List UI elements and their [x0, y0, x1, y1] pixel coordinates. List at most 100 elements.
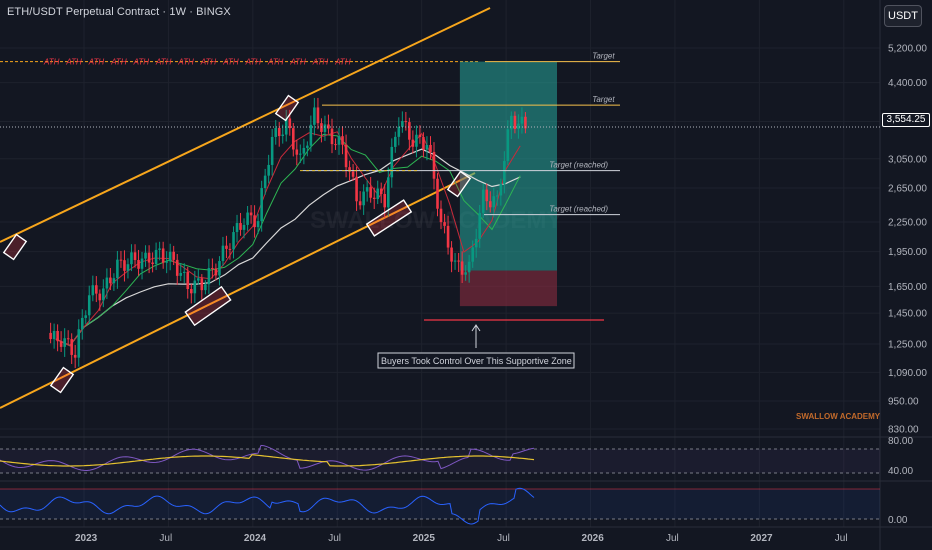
ath-label: ATH	[43, 58, 60, 67]
candle-body	[242, 224, 246, 230]
candle-body	[137, 260, 140, 269]
candle-body	[492, 196, 496, 208]
candle-body	[299, 153, 302, 155]
touch-highlight-box	[184, 285, 232, 327]
candle-body	[197, 278, 200, 281]
touch-highlight-box	[49, 366, 75, 394]
candle-body	[225, 245, 228, 249]
target-label: Target (reached)	[549, 205, 608, 214]
candle-body	[471, 247, 475, 262]
candle-body	[334, 144, 337, 146]
candle-body	[204, 284, 207, 291]
candle-body	[302, 147, 306, 154]
candle-body	[77, 329, 81, 358]
candle-body	[330, 128, 334, 145]
candle-body	[207, 268, 211, 285]
touch-highlight-box	[274, 94, 300, 122]
ath-label: ATH	[177, 58, 194, 67]
candle-body	[457, 260, 460, 262]
currency-button[interactable]: USDT	[884, 5, 922, 27]
symbol-title: ETH/USDT Perpetual Contract · 1W · BINGX	[7, 6, 231, 18]
rsi-signal-line	[0, 454, 535, 467]
candle-body	[292, 128, 295, 150]
candle-body	[221, 245, 225, 262]
candle-body	[232, 232, 235, 250]
candle-body	[415, 134, 418, 147]
candle-body	[510, 115, 513, 130]
annotation-text: Buyers Took Control Over This Supportive…	[381, 356, 572, 366]
candle-body	[524, 116, 527, 129]
ath-label: ATH	[110, 58, 127, 67]
candle-body	[408, 122, 411, 140]
time-axis-label: 2026	[582, 533, 605, 544]
candle-body	[253, 215, 256, 228]
time-axis-label: 2024	[244, 533, 267, 544]
candle-body	[341, 136, 344, 145]
candle-body	[485, 189, 489, 202]
candle-body	[277, 127, 281, 137]
candle-body	[186, 271, 190, 290]
candle-body	[436, 178, 439, 209]
candle-body	[193, 280, 197, 294]
candle-body	[390, 146, 394, 178]
candle-body	[165, 261, 168, 263]
price-axis-label: 950.00	[888, 396, 919, 407]
candle-body	[175, 259, 179, 276]
candle-body	[313, 107, 316, 125]
candle-body	[362, 191, 365, 206]
rsi-band	[0, 449, 880, 473]
annotation-box	[377, 352, 575, 369]
candle-body	[478, 212, 482, 239]
candle-body	[235, 223, 239, 233]
candle-body	[488, 201, 492, 208]
price-axis-label: 1,950.00	[888, 247, 927, 258]
candle-body	[274, 127, 278, 137]
candle-body	[323, 124, 327, 132]
candle-body	[80, 317, 84, 330]
candle-body	[422, 137, 425, 150]
candle-body	[446, 225, 450, 248]
candle-body	[246, 212, 249, 225]
candle-body	[105, 277, 109, 289]
ath-label: ATH	[65, 58, 82, 67]
time-axis-label: 2025	[413, 533, 436, 544]
candle-body	[126, 264, 130, 271]
candle-body	[499, 183, 503, 196]
candle-body	[453, 260, 457, 262]
candle-body	[358, 201, 362, 206]
candle-body	[432, 151, 436, 179]
candle-body	[144, 252, 147, 259]
candle-body	[517, 123, 520, 129]
time-axis-label: Jul	[328, 533, 341, 544]
candle-body	[327, 124, 330, 129]
ath-label: ATH	[88, 58, 105, 67]
candle-body	[218, 261, 221, 276]
candle-body	[133, 252, 137, 261]
candle-body	[393, 136, 397, 147]
candle-body	[190, 289, 193, 294]
candle-body	[158, 248, 161, 250]
rsi-axis-label: 40.00	[888, 466, 913, 477]
price-axis-label: 1,250.00	[888, 339, 927, 350]
candle-body	[179, 272, 183, 276]
candle-body	[182, 271, 186, 273]
candle-body	[52, 330, 56, 340]
candle-body	[348, 167, 351, 172]
candle-body	[404, 121, 408, 123]
candle-body	[200, 278, 204, 291]
target-label: Target (reached)	[549, 161, 608, 170]
candle-body	[263, 175, 267, 189]
candle-body	[344, 144, 348, 168]
candle-body	[87, 295, 91, 316]
candle-body	[309, 124, 313, 146]
rsi-line	[0, 444, 535, 472]
candle-body	[355, 176, 358, 202]
candle-body	[102, 288, 105, 301]
candle-body	[401, 121, 404, 127]
annotation-arrow-head	[471, 324, 481, 332]
channel-lower-line	[0, 172, 476, 409]
candle-body	[49, 332, 52, 340]
candle-body	[154, 249, 158, 264]
